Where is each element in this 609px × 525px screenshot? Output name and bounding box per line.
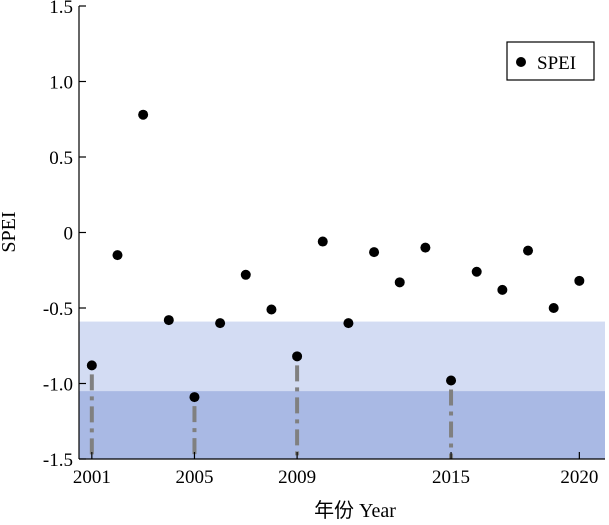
spei-point-2020 [574,275,585,286]
spei-point-2018 [523,245,534,256]
y-tick-label: -0.5 [43,299,73,320]
spei-point-2009 [292,351,303,362]
legend-marker [516,57,526,67]
x-tick-label: 2020 [560,467,598,488]
x-tick-label: 2009 [278,467,316,488]
y-tick-label: -1.5 [43,450,73,471]
y-tick-label: 1.5 [49,0,73,18]
x-tick-label: 2001 [73,467,111,488]
spei-point-2005 [189,392,200,403]
tick-labels: -1.5 -1.0 -0.5 0 0.5 1.0 1.5 2001 2005 2009 2015 20… [43,0,598,488]
legend: SPEI [506,41,595,81]
y-tick-label: -1.0 [43,375,73,396]
spei-point-2002 [112,250,123,261]
spei-point-2013 [394,277,405,288]
spei-point-2003 [138,109,149,120]
spei-point-2015 [446,375,457,386]
y-tick-label: 1.0 [49,73,73,94]
drought-bands [79,321,605,459]
y-tick-label: 0.5 [49,148,73,169]
spei-point-2007 [240,269,251,280]
spei-point-2004 [163,315,174,326]
spei-point-2006 [215,318,226,329]
spei-point-2012 [369,247,380,258]
spei-point-2016 [471,266,482,277]
x-tick-label: 2015 [432,467,470,488]
spei-point-2010 [317,236,328,247]
spei-point-2008 [266,304,277,315]
band-0 [79,391,605,459]
spei-point-2014 [420,242,431,253]
legend-label: SPEI [537,53,576,74]
spei-point-2001 [86,360,97,371]
spei-points [86,109,585,403]
y-axis-title: SPEI [0,211,20,252]
spei-point-2017 [497,284,508,295]
spei-point-2019 [548,303,559,313]
drought-drop-lines [89,365,454,459]
axes [78,5,605,460]
spei-point-2011 [343,318,354,329]
y-tick-label: 0 [64,224,74,245]
band-1 [79,321,605,392]
x-axis-title: 年份 Year [314,499,396,522]
x-tick-label: 2005 [175,467,213,488]
